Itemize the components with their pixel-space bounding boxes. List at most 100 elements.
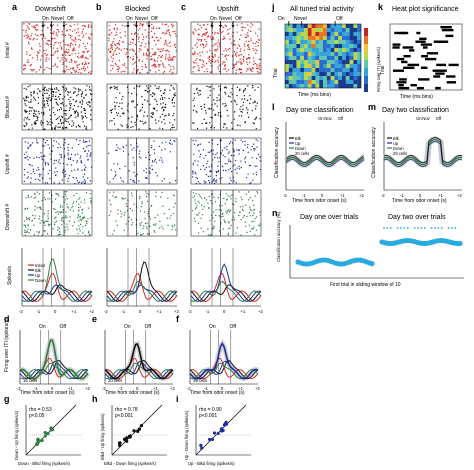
heatmap-xlabel: Time (ms bins): [298, 92, 331, 98]
time-tick: +1: [157, 309, 162, 314]
colorbar-label: Firing over ITI (spikes/s): [376, 46, 381, 92]
cells-count: 16 cells: [23, 378, 37, 383]
panel-d-letter: d: [4, 314, 10, 324]
time-tick: +2: [258, 309, 263, 314]
marker-on: On: [416, 116, 422, 121]
marker-on: On: [39, 324, 46, 330]
time-tick: -2: [187, 386, 191, 391]
panel-n-title-left: Day one over trials: [300, 214, 359, 221]
time-xlabel-l: Time from odor onset (s): [292, 198, 347, 204]
panel-a-title: Downshift: [35, 6, 66, 13]
panel-n-letter: n: [272, 208, 278, 218]
legend-blk: Blk: [295, 136, 302, 141]
time-tick: +1: [72, 309, 77, 314]
legend-initial: Initial: [35, 263, 45, 268]
time-tick: +1: [68, 386, 73, 391]
raster-0-2: [190, 21, 262, 75]
psth-panels: -2 -1 0 +1 +2 -2 -1 0 +1 +2 -2 -1 0 +1 +2 InitialBlkUpD…: [19, 248, 263, 314]
time-tick: -1: [122, 309, 126, 314]
rho-label: rho = 0.90: [199, 407, 222, 413]
marker-on: On: [318, 116, 324, 121]
panel-g-letter: g: [4, 394, 10, 404]
psth-1: -2 -1 0 +1 +2: [104, 248, 179, 314]
raster-3-1: [106, 189, 178, 237]
time-tick: +2: [255, 386, 260, 391]
marker-off: Off: [151, 16, 158, 22]
panel-l-letter: l: [272, 102, 275, 112]
heatmap: [284, 21, 368, 92]
firing-panel-1: On Off 20 cells-2 -1 0 +1 +2: [102, 324, 175, 391]
time-tick: -2: [381, 193, 385, 198]
marker-off: Off: [144, 324, 151, 330]
firing-panel-2: On Off 19 cells-2 -1 0 +1 +2: [187, 324, 260, 391]
panel-j-title: All tuned trial activity: [290, 6, 354, 13]
significance-map: [389, 23, 463, 91]
time-tick: -1: [119, 386, 123, 391]
over-trials-xlabel: First trial in sliding window of 10: [330, 282, 401, 288]
raster-3-0: [21, 189, 93, 237]
marker-on: On: [209, 324, 216, 330]
marker-novel: Novel: [294, 16, 307, 22]
legend-down: Down: [35, 278, 46, 283]
panel-a-letter: a: [12, 2, 18, 12]
raster-3-2: [190, 189, 262, 237]
panel-h-letter: h: [92, 394, 98, 404]
time-tick: +1: [153, 386, 158, 391]
rho-label: rho = 0.53: [29, 407, 52, 413]
class-ylabel-m: Classification accuracy: [371, 127, 377, 178]
time-tick: 0: [321, 193, 324, 198]
marker-on: On: [126, 16, 133, 22]
raster-1-1: [106, 83, 178, 131]
legend-up: Up: [35, 273, 41, 278]
time-tick: 0: [221, 386, 224, 391]
time-tick: -2: [19, 309, 23, 314]
panel-m-letter: m: [368, 102, 376, 112]
time-tick: -1: [206, 309, 210, 314]
time-xlabel-m: Time from odor onset (s): [392, 198, 447, 204]
time-tick: 0: [139, 309, 142, 314]
raster-label-initial: Initial #: [5, 42, 11, 58]
scatter-ylabel: Up - Down firing (spikes/s): [184, 410, 189, 460]
time-tick: +1: [438, 193, 443, 198]
marker-off: Off: [229, 324, 236, 330]
raster-panels: [21, 21, 262, 237]
time-tick: +2: [174, 309, 179, 314]
marker-nov: Nov: [324, 116, 332, 121]
legend-up: Up: [393, 141, 399, 146]
scatter-h: rho = 0.78p<0.001 Blkd - Down firing (spi…: [100, 404, 167, 466]
time-tick: -2: [17, 386, 21, 391]
marker-off: Off: [235, 16, 242, 22]
time-tick: 0: [136, 386, 139, 391]
time-tick: 0: [223, 309, 226, 314]
over-trials-panel: [289, 225, 464, 279]
scatter-xlabel: Blkd - Down firing (spikes/s): [104, 461, 156, 466]
sigmap-xlabel: Time (ms bins): [400, 94, 433, 100]
marker-on: On: [278, 16, 285, 22]
panel-n-title-right: Day two over trials: [388, 214, 446, 221]
firing-panel-0: On Off 16 cells-2 -1 0 +1 +2: [17, 324, 90, 391]
marker-novel: Novel: [51, 16, 64, 22]
marker-on: On: [42, 16, 49, 22]
sigmap-ylabel: Trial: [380, 65, 386, 75]
p-label: p<0.001: [115, 413, 133, 419]
time-tick: +2: [89, 309, 94, 314]
p-label: p<0.05: [29, 413, 45, 419]
scatter-ylabel: Blkd - Up firing (spikes/s): [100, 413, 105, 460]
raster-0-0: [21, 21, 93, 75]
time-tick: +1: [238, 386, 243, 391]
marker-novel: Novel: [219, 16, 232, 22]
marker-novel: Novel: [135, 16, 148, 22]
marker-on: On: [210, 16, 217, 22]
time-xlabel-e: Time from odor onset (s): [105, 390, 160, 396]
time-xlabel-f: Time from odor onset (s): [190, 390, 245, 396]
marker-on: On: [124, 324, 131, 330]
legend-up: Up: [295, 141, 301, 146]
panel-b-letter: b: [96, 2, 102, 12]
time-tick: -2: [283, 193, 287, 198]
panel-j-letter: j: [271, 2, 275, 12]
time-tick: -1: [34, 386, 38, 391]
marker-off: Off: [338, 116, 344, 121]
heatmap-markers: On Novel Off: [278, 16, 343, 22]
